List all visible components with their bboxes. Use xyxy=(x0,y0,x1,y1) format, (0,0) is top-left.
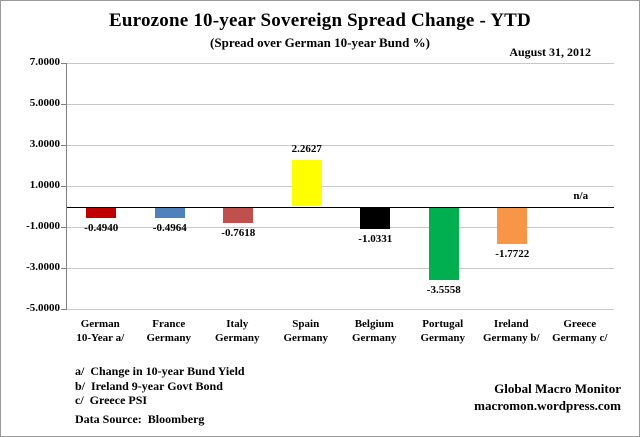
y-tick-label: 3.0000 xyxy=(29,138,60,150)
category-label-line: Germany xyxy=(283,332,329,344)
category-label-line: Germany b/ xyxy=(482,332,540,344)
branding-name: Global Macro Monitor xyxy=(494,381,621,396)
y-tick-label: 5.0000 xyxy=(29,97,60,109)
value-label: -0.7618 xyxy=(221,227,256,240)
y-tick-mark xyxy=(61,104,67,105)
chart-date: August 31, 2012 xyxy=(509,45,591,59)
gridline xyxy=(67,227,614,228)
category-label: Portugal Germany xyxy=(409,317,478,345)
category-label: Spain Germany xyxy=(272,317,341,345)
y-tick-mark xyxy=(61,268,67,269)
category-label-line: Ireland xyxy=(493,318,529,330)
footnote-b: b/ Ireland 9-year Govt Bond xyxy=(75,378,223,393)
category-label-line: Greece xyxy=(563,318,597,330)
value-label: 2.2627 xyxy=(291,143,322,156)
gridline xyxy=(67,186,614,187)
category-label: Ireland Germany b/ xyxy=(477,317,546,345)
chart-title: Eurozone 10-year Sovereign Spread Change… xyxy=(109,10,531,31)
bar xyxy=(428,207,459,281)
plot-area: 7.0000 5.0000 3.0000 1.0000 -1.0000 -3.0000 -5… xyxy=(26,56,614,314)
category-label-line: Spain xyxy=(292,318,320,330)
zero-axis-line xyxy=(67,206,614,208)
chart-subtitle: (Spread over German 10-year Bund %) xyxy=(210,35,430,50)
category-label: Belgium Germany xyxy=(340,317,409,345)
category-label-line: German xyxy=(80,318,120,330)
category-label-line: Portugal xyxy=(422,318,464,330)
footnote-c: c/ Greece PSI xyxy=(75,393,148,407)
bar xyxy=(360,207,391,229)
y-tick-mark xyxy=(61,145,67,146)
category-label-line: 10-Year a/ xyxy=(76,332,125,344)
y-tick-mark xyxy=(61,186,67,187)
footnotes: a/ Change in 10-year Bund Yield b/ Irela… xyxy=(75,364,245,426)
category-label: Greece Germany c/ xyxy=(546,317,615,345)
category-label-line: Belgium xyxy=(354,318,394,330)
footnote-a: a/ Change in 10-year Bund Yield xyxy=(75,364,245,378)
gridline xyxy=(67,145,614,146)
category-label: Italy Germany xyxy=(203,317,272,345)
bar xyxy=(154,207,185,218)
y-tick-mark xyxy=(61,309,67,310)
category-label: France Germany xyxy=(135,317,204,345)
data-source: Data Source: Bloomberg xyxy=(75,411,205,426)
y-tick-label: -1.0000 xyxy=(26,220,60,232)
branding-url: macromon.wordpress.com xyxy=(474,398,621,413)
category-label-line: Germany xyxy=(214,332,260,344)
category-label-line: Germany xyxy=(420,332,466,344)
gridline xyxy=(67,104,614,105)
value-label: -1.7722 xyxy=(495,247,530,260)
category-label-line: Germany c/ xyxy=(552,332,608,344)
category-label: German 10-Year a/ xyxy=(66,317,135,345)
y-tick-label: 7.0000 xyxy=(29,56,60,68)
bar xyxy=(86,207,117,218)
bar xyxy=(291,160,322,207)
value-label: -1.0331 xyxy=(358,232,393,245)
y-tick-mark xyxy=(61,227,67,228)
y-tick-mark xyxy=(61,63,67,64)
value-label: -3.5558 xyxy=(426,284,461,297)
category-label-line: Germany xyxy=(351,332,397,344)
category-label-line: France xyxy=(152,318,186,330)
category-label-line: Italy xyxy=(226,318,249,330)
bar xyxy=(223,207,254,224)
gridline xyxy=(67,63,614,64)
x-axis-labels: German 10-Year a/France Germany Italy German… xyxy=(66,317,614,345)
gridline xyxy=(67,268,614,269)
branding: Global Macro Monitor macromon.wordpress.… xyxy=(474,380,621,414)
gridline xyxy=(67,309,614,310)
y-tick-label: 1.0000 xyxy=(29,179,60,191)
y-tick-label: -5.0000 xyxy=(26,302,60,314)
category-label-line: Germany xyxy=(146,332,192,344)
value-label: -0.4964 xyxy=(152,221,187,234)
y-tick-label: -3.0000 xyxy=(26,261,60,273)
value-label: n/a xyxy=(573,189,589,202)
value-label: -0.4940 xyxy=(84,221,119,234)
bar xyxy=(497,207,528,244)
